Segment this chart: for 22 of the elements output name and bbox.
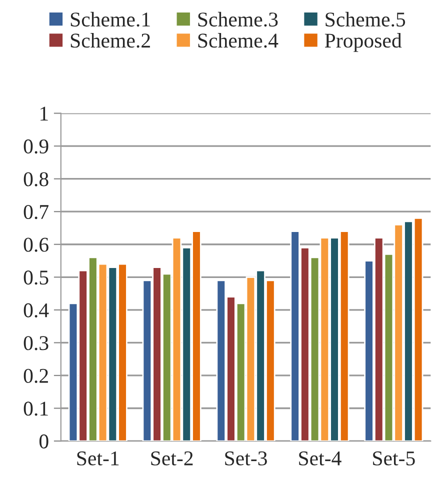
y-tick-label: 0.1 bbox=[24, 402, 48, 416]
x-tick-label: Set-4 bbox=[299, 451, 342, 466]
x-tick-label: Set-2 bbox=[151, 451, 193, 466]
legend-label: Scheme.4 bbox=[198, 33, 278, 48]
y-tick-label: 0.3 bbox=[24, 336, 48, 350]
y-tick-label: 0.6 bbox=[24, 238, 48, 252]
x-tick-label: Set-1 bbox=[77, 451, 119, 466]
legend-label: Scheme.2 bbox=[70, 33, 150, 48]
y-tick-label: 0.2 bbox=[24, 368, 48, 383]
y-tick-label: 0.7 bbox=[24, 204, 48, 220]
y-tick-label: 1 bbox=[40, 106, 48, 120]
x-tick-label: Set-5 bbox=[373, 451, 415, 466]
y-tick-label: 0.5 bbox=[24, 270, 48, 285]
legend-label: Scheme.5 bbox=[326, 12, 406, 27]
y-tick-label: 0.8 bbox=[24, 172, 48, 186]
y-tick-label: 0.4 bbox=[24, 303, 49, 318]
y-tick-label: 0.9 bbox=[24, 139, 48, 154]
y-tick-label: 0 bbox=[39, 434, 48, 448]
legend-label: Proposed bbox=[324, 33, 402, 52]
x-tick-label: Set-3 bbox=[225, 451, 267, 466]
legend-label: Scheme.1 bbox=[70, 12, 150, 27]
legend-label: Scheme.3 bbox=[198, 12, 278, 27]
